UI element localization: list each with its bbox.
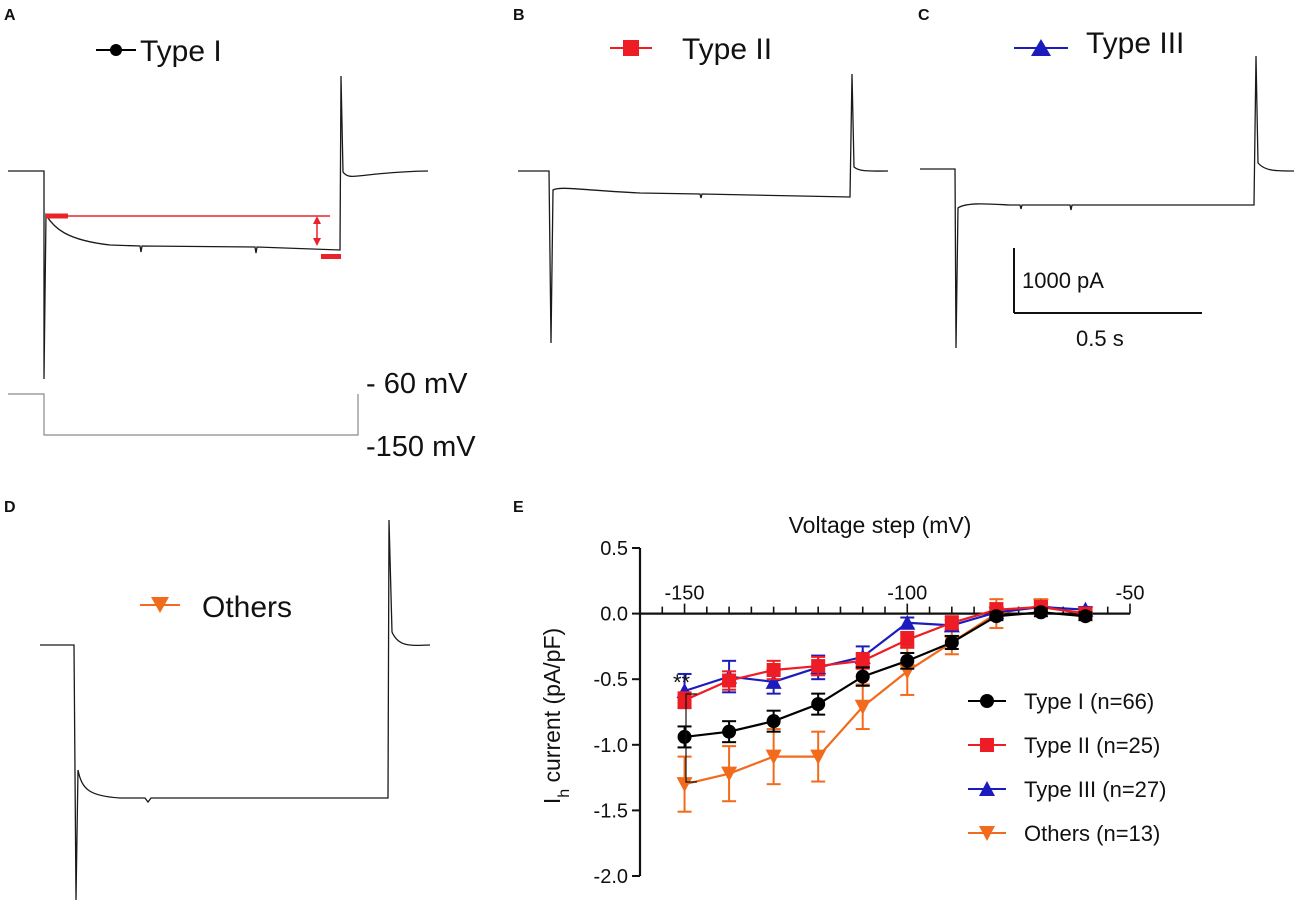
y-tick-label: -1.5 [594,800,628,822]
panel-e: E Voltage step (mV) Ih current (pA/pF) -… [513,499,1166,888]
legend-item: Type III (n=27) [968,777,1166,802]
panel-a-amplitude-annotation [46,213,341,259]
data-point [722,724,737,739]
data-point [766,663,781,678]
y-tick-label: -1.0 [594,735,628,757]
y-tick-label: 0.5 [600,538,628,560]
panel-a-voltage-high: - 60 mV [366,368,468,400]
significance-bracket [685,693,697,783]
panel-c-title: Type III [1086,27,1184,60]
circle-marker-icon [110,44,122,56]
legend-label: Type I (n=66) [1024,689,1154,714]
panel-a: A Type I - 60 mV -150 mV [4,7,476,463]
data-point [677,693,692,708]
legend-marker [979,826,995,841]
y-axis-title-subscript: h [556,789,573,798]
panel-b: B Type II [513,7,889,344]
panel-d-letter: D [4,499,16,516]
panel-c-current-trace [920,55,1295,349]
panel-b-title: Type II [682,33,772,66]
y-axis-title-rest: current (pA/pF) [539,628,565,789]
x-axis-title: Voltage step (mV) [789,512,972,538]
data-point [899,614,916,630]
x-tick-label: -50 [1116,583,1145,605]
data-point [1078,609,1093,624]
legend-marker [980,738,994,752]
panel-d: D Others [4,499,431,901]
data-point [677,729,692,744]
x-tick-label: -150 [665,583,705,605]
legend-label: Others (n=13) [1024,821,1160,846]
data-point [766,714,781,729]
panel-b-current-trace [518,73,889,344]
legend-marker [979,781,995,796]
legend-item: Others (n=13) [968,821,1160,846]
panel-c-scale-current: 1000 pA [1022,268,1104,293]
panel-d-legend-marker [140,597,180,613]
panel-d-current-trace [40,519,431,901]
square-marker-icon [623,40,639,56]
legend-marker [980,694,994,708]
panel-a-letter: A [4,7,16,24]
series-line [684,605,1086,702]
panel-a-legend-marker [96,44,136,56]
panel-a-command-trace [8,393,359,436]
y-tick-label: 0.0 [600,604,628,626]
panel-c: C Type III 1000 pA 0.5 s [918,7,1295,351]
data-point [855,669,870,684]
panel-b-legend-marker [610,40,652,56]
data-point [765,673,782,689]
data-point [944,615,959,630]
legend-item: Type I (n=66) [968,689,1154,714]
triangle-down-marker-icon [151,597,169,613]
panel-b-letter: B [513,7,525,24]
panel-a-title: Type I [140,35,222,68]
panel-c-letter: C [918,7,930,24]
series-line [684,611,1086,739]
data-point [1033,605,1048,620]
data-point [676,777,693,793]
y-axis-title: Ih current (pA/pF) [539,628,573,804]
y-axis-title-main: I [539,798,565,804]
data-point [854,699,871,715]
significance-label: ** [673,670,691,695]
triangle-up-marker-icon [1031,39,1051,56]
panel-a-current-trace [8,75,429,380]
panel-d-title: Others [202,591,292,624]
panel-c-legend-marker [1014,39,1068,56]
panel-c-scale-bar [1013,248,1202,314]
data-point [900,632,915,647]
y-tick-label: -0.5 [594,669,628,691]
data-point [944,635,959,650]
legend-label: Type II (n=25) [1024,733,1160,758]
data-point [811,659,826,674]
data-point [765,749,782,765]
x-tick-label: -100 [887,583,927,605]
series-square [677,600,1093,710]
series-line [684,605,1086,693]
series-circle [677,605,1093,749]
panel-e-letter: E [513,499,524,516]
data-point [811,697,826,712]
legend-item: Type II (n=25) [968,733,1160,758]
panel-c-scale-time: 0.5 s [1076,326,1124,351]
y-axis: 0.5 0.0 -0.5 -1.0 -1.5 -2.0 [594,538,642,888]
legend-label: Type III (n=27) [1024,777,1166,802]
data-point [810,749,827,765]
legend: Type I (n=66) Type II (n=25) Type III (n=2… [968,689,1166,846]
data-point [855,653,870,668]
data-point [722,673,737,688]
data-point [989,609,1004,624]
data-point [721,766,738,782]
y-tick-label: -2.0 [594,866,628,888]
panel-a-voltage-low: -150 mV [366,431,476,463]
data-point [900,653,915,668]
